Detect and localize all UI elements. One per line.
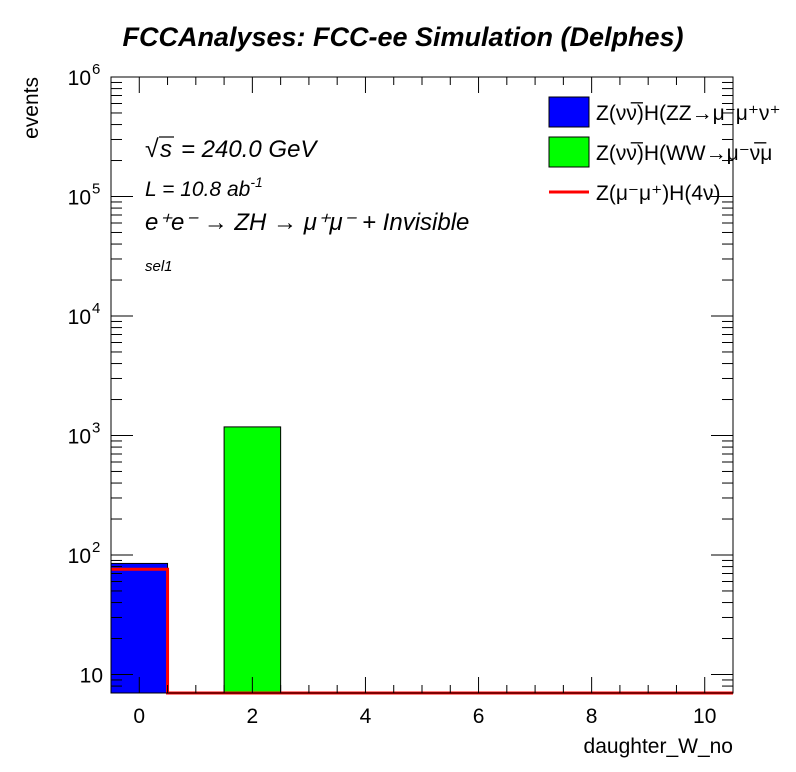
legend-label: Z(νν̅)H(WW→μ⁻ν̅μ <box>596 142 772 165</box>
histogram-bars <box>110 426 282 694</box>
x-tick-label: 6 <box>473 705 485 728</box>
bar-series0-bin0 <box>110 562 169 694</box>
sqrt-s-variable: s <box>160 136 172 163</box>
legend-swatch <box>548 96 590 128</box>
y-tick-label: 10 <box>68 186 91 209</box>
histogram-lines <box>111 567 733 695</box>
x-tick-label: 0 <box>133 705 145 728</box>
legend-swatch <box>548 136 590 168</box>
x-axis: 0 2 4 6 8 10 <box>110 77 734 728</box>
y-axis-label: events <box>20 77 43 139</box>
y-tick-exponent: 5 <box>92 180 100 197</box>
y-tick-exponent: 3 <box>92 419 100 436</box>
y-tick-exponent: 4 <box>92 300 100 317</box>
y-tick-exponent: 2 <box>92 539 100 556</box>
sqrt-s-value: = 240.0 GeV <box>181 136 318 163</box>
y-tick-label: 10 <box>68 306 91 329</box>
x-tick-label: 8 <box>586 705 598 728</box>
x-tick-label: 10 <box>693 705 716 728</box>
legend-label: Z(νν̅)H(ZZ→μ⁻μ⁺ν⁺ <box>596 102 781 125</box>
y-tick-label: 10 <box>68 67 91 90</box>
y-tick-exponent: 6 <box>92 61 100 78</box>
chart-title: FCCAnalyses: FCC-ee Simulation (Delphes) <box>122 22 683 52</box>
lumi-text: L = 10.8 ab <box>145 178 251 201</box>
selection-annotation: sel1 <box>145 258 173 275</box>
x-axis-label: daughter_W_no <box>584 735 733 758</box>
line-series-0 <box>111 567 733 695</box>
legend-label: Z(μ⁻μ⁺)H(4ν) <box>596 182 721 205</box>
lumi-annotation: L = 10.8 ab-1 <box>145 174 263 201</box>
sqrt-symbol: √ <box>145 135 159 163</box>
process-annotation: e⁺e⁻ → ZH → μ⁺μ⁻ + Invisible <box>145 209 469 236</box>
bar-series1-bin2 <box>223 426 282 694</box>
lumi-exponent: -1 <box>250 174 262 190</box>
y-tick-label: 10 <box>68 425 91 448</box>
x-tick-label: 4 <box>360 705 372 728</box>
y-tick-label: 10 <box>80 664 103 687</box>
legend: Z(νν̅)H(ZZ→μ⁻μ⁺ν⁺ Z(νν̅)H(WW→μ⁻ν̅μ Z(μ⁻μ⁺)… <box>548 96 781 205</box>
x-tick-label: 2 <box>247 705 259 728</box>
plot-frame <box>110 76 734 694</box>
sqrt-s-annotation: √ s = 240.0 GeV <box>145 135 318 163</box>
y-tick-label: 10 <box>68 545 91 568</box>
